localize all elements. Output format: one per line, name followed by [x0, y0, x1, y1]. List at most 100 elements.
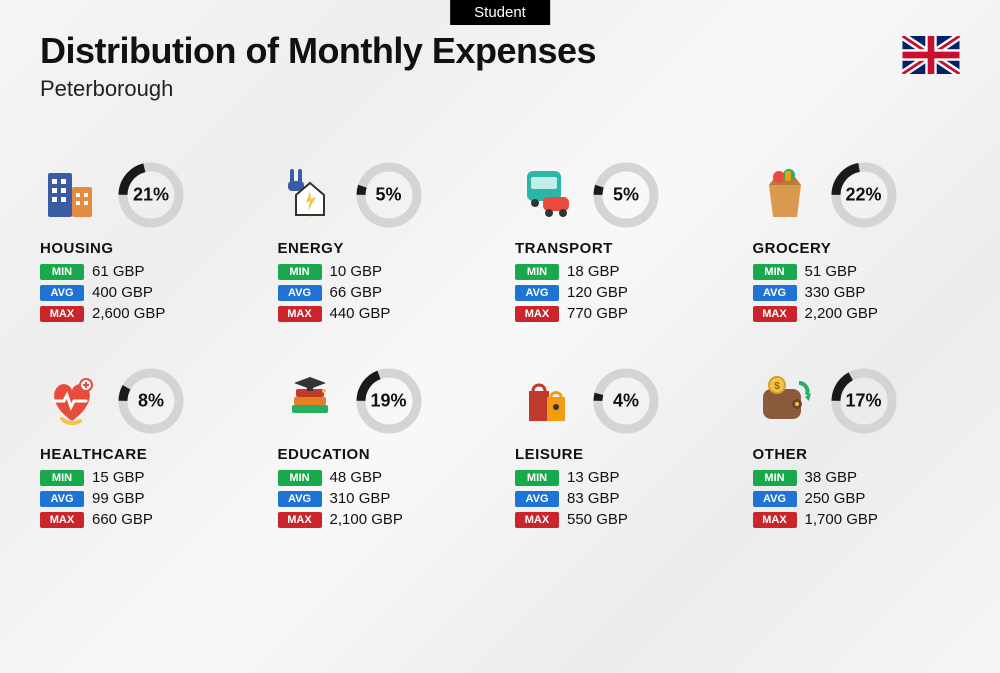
min-badge: MIN	[515, 470, 559, 486]
max-badge: MAX	[278, 306, 322, 322]
housing-name: HOUSING	[40, 240, 248, 257]
healthcare-donut: 8%	[116, 366, 186, 436]
transport-max: 770 GBP	[567, 305, 628, 322]
other-stats: MIN 38 GBP AVG 250 GBP MAX 1,700 GBP	[753, 469, 961, 528]
expense-card-transport: 5% TRANSPORT MIN 18 GBP AVG 120 GBP MAX …	[515, 160, 723, 326]
transport-donut: 5%	[591, 160, 661, 230]
svg-text:$: $	[774, 381, 780, 392]
min-badge: MIN	[278, 264, 322, 280]
expense-card-education: 19% EDUCATION MIN 48 GBP AVG 310 GBP MAX…	[278, 366, 486, 532]
leisure-avg: 83 GBP	[567, 490, 620, 507]
min-badge: MIN	[278, 470, 322, 486]
education-avg: 310 GBP	[330, 490, 391, 507]
energy-min: 10 GBP	[330, 263, 383, 280]
avg-badge: AVG	[515, 285, 559, 301]
max-badge: MAX	[515, 306, 559, 322]
min-badge: MIN	[753, 470, 797, 486]
grocery-icon	[753, 163, 817, 227]
grocery-min: 51 GBP	[805, 263, 858, 280]
energy-avg: 66 GBP	[330, 284, 383, 301]
other-avg: 250 GBP	[805, 490, 866, 507]
grocery-stats: MIN 51 GBP AVG 330 GBP MAX 2,200 GBP	[753, 263, 961, 322]
avg-badge: AVG	[40, 285, 84, 301]
energy-percent: 5%	[375, 185, 401, 206]
expense-card-leisure: 4% LEISURE MIN 13 GBP AVG 83 GBP MAX 550…	[515, 366, 723, 532]
housing-icon	[40, 163, 104, 227]
other-icon: $	[753, 369, 817, 433]
leisure-stats: MIN 13 GBP AVG 83 GBP MAX 550 GBP	[515, 469, 723, 528]
energy-max: 440 GBP	[330, 305, 391, 322]
min-badge: MIN	[515, 264, 559, 280]
leisure-donut: 4%	[591, 366, 661, 436]
healthcare-max: 660 GBP	[92, 511, 153, 528]
expense-card-healthcare: 8% HEALTHCARE MIN 15 GBP AVG 99 GBP MAX …	[40, 366, 248, 532]
housing-min: 61 GBP	[92, 263, 145, 280]
min-badge: MIN	[753, 264, 797, 280]
healthcare-name: HEALTHCARE	[40, 446, 248, 463]
energy-icon	[278, 163, 342, 227]
uk-flag-icon	[902, 36, 960, 74]
expense-grid: 21% HOUSING MIN 61 GBP AVG 400 GBP MAX 2…	[40, 160, 960, 532]
other-name: OTHER	[753, 446, 961, 463]
transport-avg: 120 GBP	[567, 284, 628, 301]
housing-percent: 21%	[133, 185, 169, 206]
healthcare-percent: 8%	[138, 391, 164, 412]
min-badge: MIN	[40, 470, 84, 486]
expense-card-housing: 21% HOUSING MIN 61 GBP AVG 400 GBP MAX 2…	[40, 160, 248, 326]
leisure-min: 13 GBP	[567, 469, 620, 486]
education-min: 48 GBP	[330, 469, 383, 486]
page-subtitle: Peterborough	[40, 76, 960, 102]
transport-percent: 5%	[613, 185, 639, 206]
other-donut: 17%	[829, 366, 899, 436]
min-badge: MIN	[40, 264, 84, 280]
transport-icon	[515, 163, 579, 227]
energy-donut: 5%	[354, 160, 424, 230]
energy-stats: MIN 10 GBP AVG 66 GBP MAX 440 GBP	[278, 263, 486, 322]
avg-badge: AVG	[278, 491, 322, 507]
header: Distribution of Monthly Expenses Peterbo…	[40, 30, 960, 102]
housing-avg: 400 GBP	[92, 284, 153, 301]
max-badge: MAX	[40, 512, 84, 528]
expense-card-grocery: 22% GROCERY MIN 51 GBP AVG 330 GBP MAX 2…	[753, 160, 961, 326]
max-badge: MAX	[515, 512, 559, 528]
education-max: 2,100 GBP	[330, 511, 403, 528]
max-badge: MAX	[753, 306, 797, 322]
education-icon	[278, 369, 342, 433]
housing-stats: MIN 61 GBP AVG 400 GBP MAX 2,600 GBP	[40, 263, 248, 322]
avg-badge: AVG	[40, 491, 84, 507]
grocery-donut: 22%	[829, 160, 899, 230]
student-tag: Student	[450, 0, 550, 25]
max-badge: MAX	[753, 512, 797, 528]
healthcare-min: 15 GBP	[92, 469, 145, 486]
expense-card-energy: 5% ENERGY MIN 10 GBP AVG 66 GBP MAX 440 …	[278, 160, 486, 326]
leisure-percent: 4%	[613, 391, 639, 412]
grocery-percent: 22%	[845, 185, 881, 206]
avg-badge: AVG	[278, 285, 322, 301]
other-percent: 17%	[845, 391, 881, 412]
other-min: 38 GBP	[805, 469, 858, 486]
housing-max: 2,600 GBP	[92, 305, 165, 322]
leisure-icon	[515, 369, 579, 433]
energy-name: ENERGY	[278, 240, 486, 257]
avg-badge: AVG	[753, 491, 797, 507]
max-badge: MAX	[40, 306, 84, 322]
leisure-max: 550 GBP	[567, 511, 628, 528]
grocery-avg: 330 GBP	[805, 284, 866, 301]
avg-badge: AVG	[515, 491, 559, 507]
education-percent: 19%	[370, 391, 406, 412]
transport-min: 18 GBP	[567, 263, 620, 280]
education-name: EDUCATION	[278, 446, 486, 463]
grocery-max: 2,200 GBP	[805, 305, 878, 322]
transport-stats: MIN 18 GBP AVG 120 GBP MAX 770 GBP	[515, 263, 723, 322]
other-max: 1,700 GBP	[805, 511, 878, 528]
transport-name: TRANSPORT	[515, 240, 723, 257]
education-stats: MIN 48 GBP AVG 310 GBP MAX 2,100 GBP	[278, 469, 486, 528]
education-donut: 19%	[354, 366, 424, 436]
healthcare-stats: MIN 15 GBP AVG 99 GBP MAX 660 GBP	[40, 469, 248, 528]
grocery-name: GROCERY	[753, 240, 961, 257]
avg-badge: AVG	[753, 285, 797, 301]
page-title: Distribution of Monthly Expenses	[40, 30, 960, 72]
healthcare-avg: 99 GBP	[92, 490, 145, 507]
expense-card-other: $ 17% OTHER MIN 38 GBP AVG 250 GBP MAX	[753, 366, 961, 532]
healthcare-icon	[40, 369, 104, 433]
